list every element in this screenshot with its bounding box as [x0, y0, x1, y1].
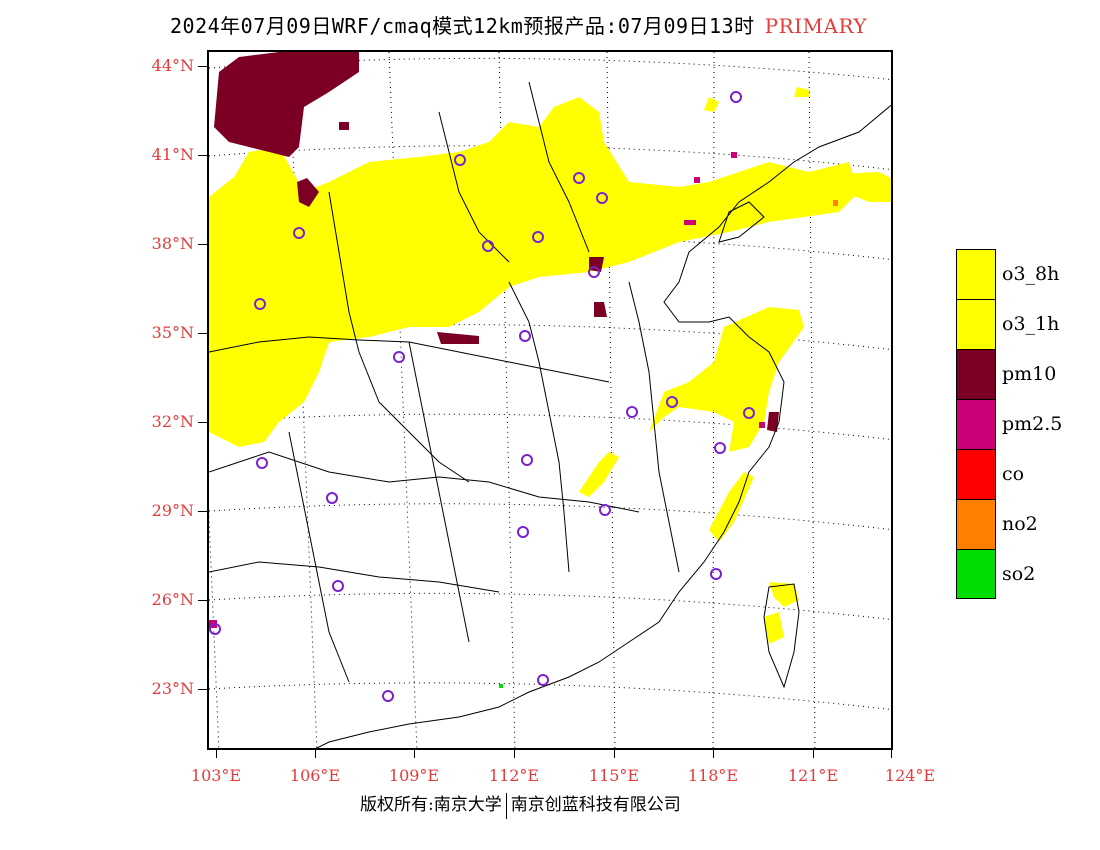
legend-label-pm25: pm2.5 — [1002, 413, 1063, 435]
legend-swatch-co — [956, 449, 996, 499]
lat-tick — [198, 511, 207, 512]
map-panel — [207, 50, 893, 750]
station-marker — [537, 674, 549, 686]
legend-label-so2: so2 — [1002, 563, 1036, 585]
station-marker — [573, 172, 585, 184]
station-marker — [588, 266, 600, 278]
station-marker — [626, 406, 638, 418]
title-text: 2024年07月09日WRF/cmaq模式12km预报产品:07月09日13时 — [170, 14, 755, 38]
lat-label-32n: 32°N — [151, 412, 194, 431]
lat-tick — [198, 155, 207, 156]
copyright-owner: 版权所有:南京大学 — [360, 795, 502, 815]
station-marker — [666, 396, 678, 408]
legend-swatch-pm10 — [956, 349, 996, 399]
map-title: 2024年07月09日WRF/cmaq模式12km预报产品:07月09日13时 P… — [170, 10, 867, 39]
lon-tick — [713, 750, 714, 758]
lat-tick — [198, 689, 207, 690]
station-marker — [326, 492, 338, 504]
station-marker — [596, 192, 608, 204]
lat-label-29n: 29°N — [151, 501, 194, 520]
pm10-regions — [214, 52, 779, 432]
lat-label-35n: 35°N — [151, 323, 194, 342]
lon-tick — [315, 750, 316, 758]
station-marker — [599, 504, 611, 516]
station-marker — [743, 407, 755, 419]
station-marker — [254, 298, 266, 310]
copyright-company: 南京创蓝科技有限公司 — [510, 795, 681, 815]
lon-tick — [891, 750, 892, 758]
lon-tick — [414, 750, 415, 758]
station-markers — [209, 91, 755, 702]
station-marker — [517, 526, 529, 538]
lon-label-121e: 121°E — [787, 766, 839, 785]
station-marker — [532, 231, 544, 243]
legend-swatch-pm25 — [956, 399, 996, 449]
lon-label-124e: 124°E — [884, 766, 936, 785]
boundary-lines — [209, 81, 891, 748]
lat-label-44n: 44°N — [151, 56, 194, 75]
station-marker — [454, 154, 466, 166]
lon-label-118e: 118°E — [687, 766, 739, 785]
lon-label-109e: 109°E — [388, 766, 440, 785]
copyright-footer: 版权所有:南京大学 南京创蓝科技有限公司 — [360, 790, 681, 819]
lon-tick — [614, 750, 615, 758]
station-marker — [382, 690, 394, 702]
legend-label-co: co — [1002, 463, 1025, 485]
legend-label-o3-8h: o3_8h — [1002, 263, 1060, 285]
legend-swatch-o3-8h — [956, 249, 996, 299]
legend-label-no2: no2 — [1002, 513, 1038, 535]
lon-label-106e: 106°E — [289, 766, 341, 785]
title-tag-primary: PRIMARY — [764, 14, 868, 38]
map-canvas — [209, 52, 891, 748]
lon-tick — [813, 750, 814, 758]
lon-tick — [216, 750, 217, 758]
lat-tick — [198, 333, 207, 334]
lat-label-41n: 41°N — [151, 145, 194, 164]
so2-region — [499, 684, 503, 688]
legend-label-o3-1h: o3_1h — [1002, 313, 1060, 335]
legend-label-pm10: pm10 — [1002, 363, 1057, 385]
lat-tick — [198, 422, 207, 423]
lon-label-103e: 103°E — [190, 766, 242, 785]
station-marker — [710, 568, 722, 580]
lat-label-26n: 26°N — [151, 590, 194, 609]
lat-label-23n: 23°N — [151, 679, 194, 698]
legend-swatch-so2 — [956, 549, 996, 599]
legend-swatch-o3-1h — [956, 299, 996, 349]
lon-tick — [514, 750, 515, 758]
lat-tick — [198, 66, 207, 67]
lat-tick — [198, 244, 207, 245]
footer-divider — [505, 792, 507, 819]
station-marker — [209, 623, 221, 635]
station-marker — [293, 227, 305, 239]
lat-label-38n: 38°N — [151, 234, 194, 253]
station-marker — [519, 330, 531, 342]
station-marker — [332, 580, 344, 592]
lat-tick — [198, 600, 207, 601]
station-marker — [521, 454, 533, 466]
station-marker — [482, 240, 494, 252]
o3-regions — [209, 87, 891, 644]
station-marker — [256, 457, 268, 469]
station-marker — [714, 442, 726, 454]
legend-swatch-no2 — [956, 499, 996, 549]
station-marker — [393, 351, 405, 363]
station-marker — [730, 91, 742, 103]
lon-label-115e: 115°E — [588, 766, 640, 785]
no2-region — [833, 200, 838, 206]
lon-label-112e: 112°E — [488, 766, 540, 785]
